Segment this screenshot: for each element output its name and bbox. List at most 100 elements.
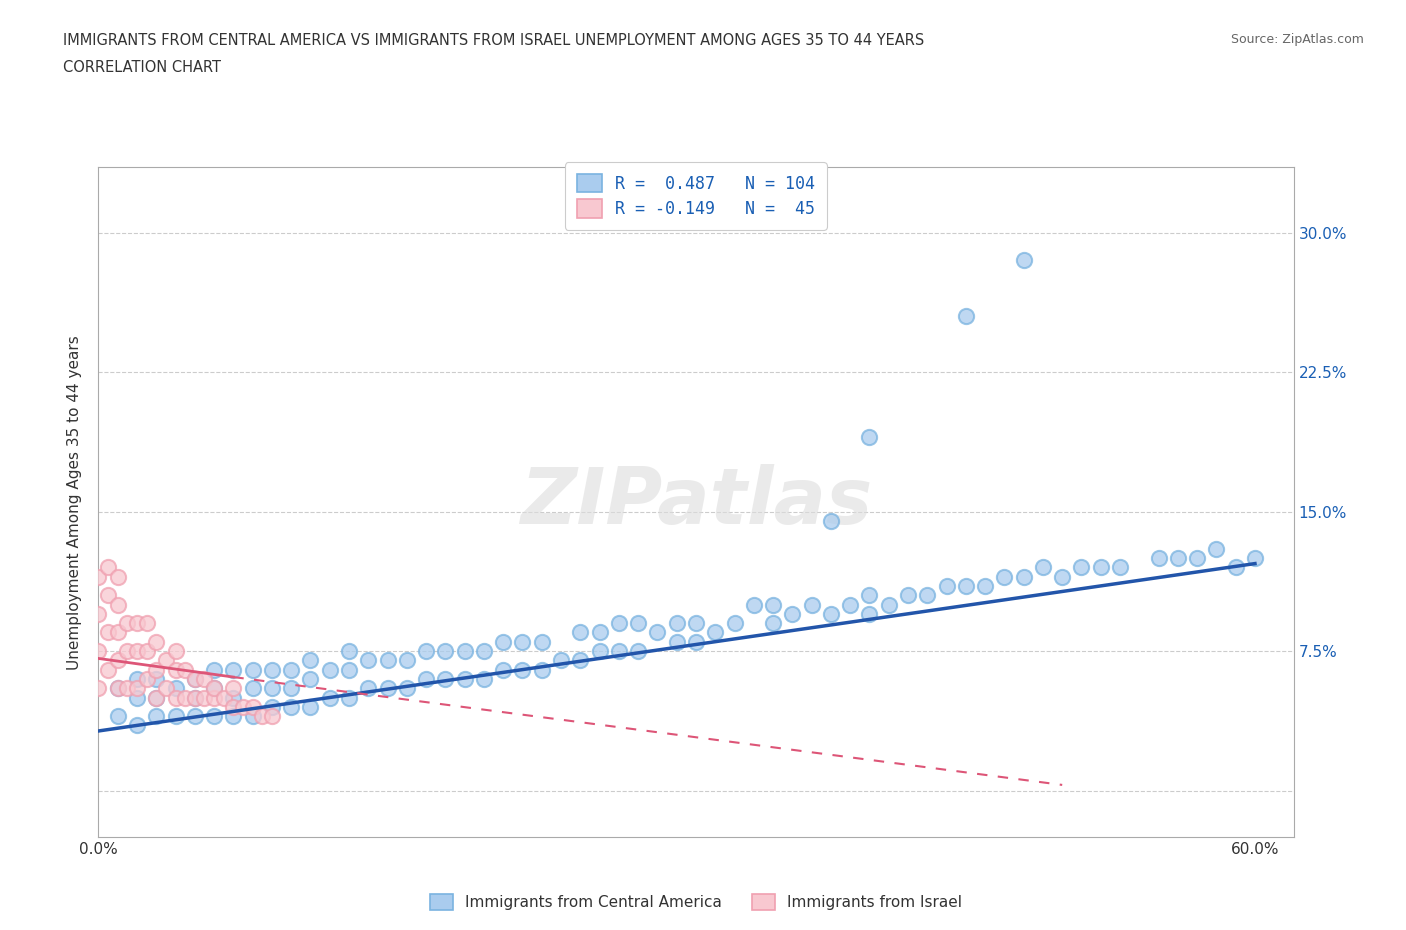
Point [1070, 560, 1092, 575]
Point [165, 690, 187, 705]
Point [184, 690, 207, 705]
Point [145, 690, 167, 705]
Point [337, 644, 360, 658]
Point [607, 644, 630, 658]
Point [377, 681, 399, 696]
Point [97, 588, 120, 603]
Point [260, 709, 283, 724]
Point [97, 560, 120, 575]
Point [232, 699, 254, 714]
Point [319, 662, 342, 677]
Point [569, 653, 592, 668]
Point [1185, 551, 1208, 565]
Point [1109, 560, 1132, 575]
Point [242, 662, 264, 677]
Point [1012, 253, 1035, 268]
Point [125, 681, 148, 696]
Point [858, 606, 880, 621]
Point [1012, 569, 1035, 584]
Point [530, 634, 553, 649]
Point [117, 644, 139, 658]
Point [955, 578, 977, 593]
Point [125, 718, 148, 733]
Point [800, 597, 823, 612]
Point [145, 671, 167, 686]
Text: IMMIGRANTS FROM CENTRAL AMERICA VS IMMIGRANTS FROM ISRAEL UNEMPLOYMENT AMONG AGE: IMMIGRANTS FROM CENTRAL AMERICA VS IMMIG… [63, 33, 925, 47]
Point [202, 681, 225, 696]
Point [165, 709, 187, 724]
Point [107, 569, 129, 584]
Point [135, 616, 157, 631]
Point [492, 634, 515, 649]
Point [87, 606, 110, 621]
Point [395, 681, 418, 696]
Point [588, 625, 610, 640]
Point [145, 662, 167, 677]
Point [107, 681, 129, 696]
Point [685, 616, 707, 631]
Point [647, 625, 669, 640]
Point [135, 671, 157, 686]
Point [299, 653, 322, 668]
Y-axis label: Unemployment Among Ages 35 to 44 years: Unemployment Among Ages 35 to 44 years [67, 335, 83, 670]
Point [87, 681, 110, 696]
Point [242, 699, 264, 714]
Point [1167, 551, 1189, 565]
Point [202, 681, 225, 696]
Point [588, 644, 610, 658]
Point [955, 309, 977, 324]
Point [897, 588, 920, 603]
Point [974, 578, 997, 593]
Point [184, 671, 207, 686]
Text: CORRELATION CHART: CORRELATION CHART [63, 60, 221, 75]
Point [145, 634, 167, 649]
Point [165, 644, 187, 658]
Point [665, 616, 688, 631]
Point [512, 634, 534, 649]
Point [415, 671, 437, 686]
Point [762, 616, 785, 631]
Point [135, 644, 157, 658]
Point [125, 690, 148, 705]
Point [550, 653, 572, 668]
Point [627, 616, 650, 631]
Point [184, 671, 207, 686]
Point [665, 634, 688, 649]
Point [839, 597, 862, 612]
Point [222, 709, 245, 724]
Point [395, 653, 418, 668]
Point [685, 634, 707, 649]
Point [569, 625, 592, 640]
Point [993, 569, 1015, 584]
Point [202, 662, 225, 677]
Point [877, 597, 900, 612]
Point [337, 690, 360, 705]
Point [512, 662, 534, 677]
Point [184, 709, 207, 724]
Point [212, 690, 235, 705]
Point [145, 709, 167, 724]
Point [222, 662, 245, 677]
Point [607, 616, 630, 631]
Point [155, 681, 177, 696]
Point [1050, 569, 1073, 584]
Point [193, 690, 215, 705]
Point [782, 606, 804, 621]
Point [935, 578, 957, 593]
Point [1147, 551, 1170, 565]
Point [242, 681, 264, 696]
Point [87, 644, 110, 658]
Point [319, 690, 342, 705]
Point [357, 653, 380, 668]
Point [107, 597, 129, 612]
Point [530, 662, 553, 677]
Point [492, 662, 515, 677]
Point [117, 681, 139, 696]
Point [280, 662, 302, 677]
Point [165, 681, 187, 696]
Point [820, 606, 842, 621]
Point [145, 690, 167, 705]
Point [453, 644, 475, 658]
Point [125, 644, 148, 658]
Point [222, 699, 245, 714]
